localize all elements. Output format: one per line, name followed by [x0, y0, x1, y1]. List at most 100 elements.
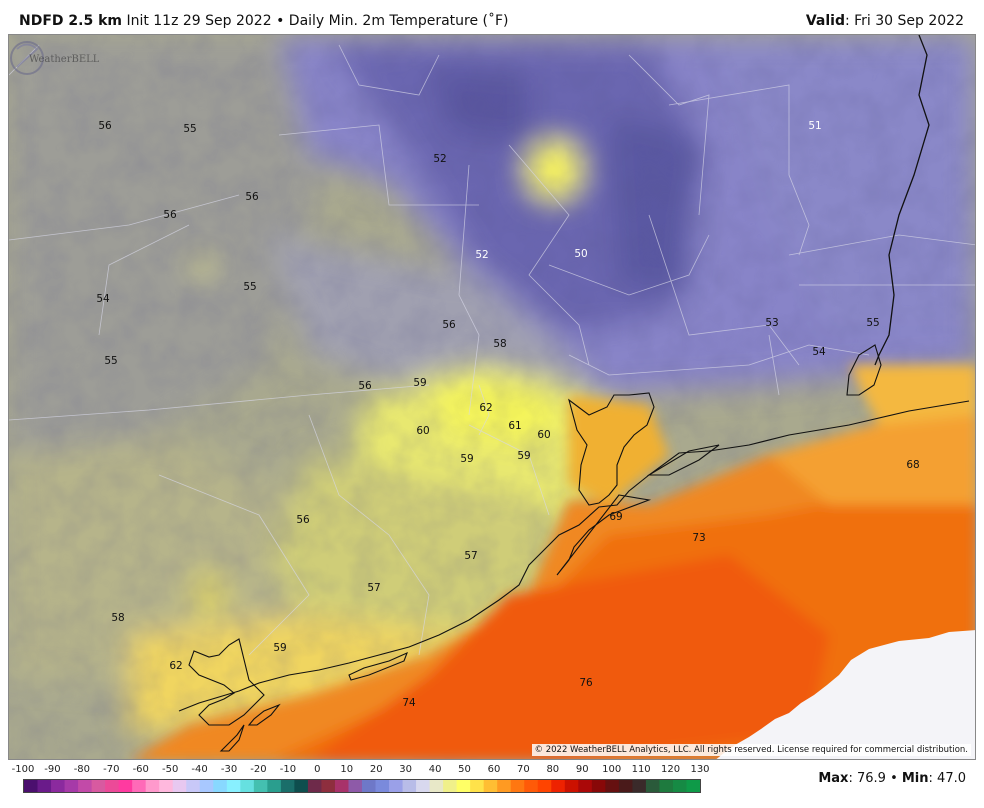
- temperature-label: 56: [442, 319, 456, 331]
- legend-tick-label: -30: [220, 764, 238, 775]
- legend-swatch: [672, 780, 688, 792]
- legend-swatch: [632, 780, 647, 792]
- legend-swatch: [105, 780, 120, 792]
- temperature-label: 57: [464, 550, 478, 562]
- legend-swatch: [132, 780, 147, 792]
- temperature-label: 50: [574, 248, 588, 260]
- temperature-label: 59: [517, 450, 531, 462]
- temperature-label: 51: [808, 120, 822, 132]
- legend-swatch: [145, 780, 160, 792]
- model-name: NDFD 2.5 km: [19, 13, 122, 29]
- legend-tick-label: -40: [191, 764, 208, 775]
- state-boundary: [874, 35, 930, 366]
- legend-tick-label: 40: [428, 764, 442, 775]
- temperature-label: 74: [402, 697, 416, 709]
- legend-swatch: [78, 780, 93, 792]
- legend-tick-label: 100: [602, 764, 622, 775]
- temperature-map[interactable]: 56 55 52 51 56 56 52 50 54 55 56 58 53 55 54 55 56 59 62 61…: [8, 34, 976, 760]
- weatherbell-logo-icon: WeatherBELL: [10, 41, 99, 75]
- legend-swatch: [321, 780, 336, 792]
- legend-tick-label: 50: [458, 764, 471, 775]
- legend-tick-label: 130: [690, 764, 710, 775]
- legend-swatch: [443, 780, 458, 792]
- temperature-label: 57: [367, 582, 381, 594]
- legend-swatch: [24, 780, 39, 792]
- valid-value: : Fri 30 Sep 2022: [844, 13, 964, 29]
- legend-swatch: [686, 780, 700, 792]
- temperature-label: 56: [163, 209, 177, 221]
- temperature-label: 59: [413, 377, 427, 389]
- temperature-label: 59: [273, 642, 287, 654]
- legend-tick-label: 70: [517, 764, 530, 775]
- no-data-area: [716, 630, 975, 759]
- legend-swatch: [118, 780, 133, 792]
- legend-swatch: [226, 780, 241, 792]
- map-title: NDFD 2.5 km Init 11z 29 Sep 2022 • Daily…: [19, 13, 509, 29]
- legend-swatch: [362, 780, 377, 792]
- legend-tick-label: -70: [103, 764, 120, 775]
- max-label: Max: [818, 771, 849, 786]
- copyright-notice: © 2022 WeatherBELL Analytics, LLC. All r…: [531, 744, 971, 756]
- temperature-label: 76: [579, 677, 593, 689]
- temperature-label: 52: [475, 249, 489, 261]
- temperature-label: 55: [243, 281, 257, 293]
- legend-tick-label: 60: [487, 764, 501, 775]
- map-canvas: [9, 35, 975, 759]
- legend-tick-label: 10: [340, 764, 354, 775]
- color-scale-bar: [23, 779, 701, 793]
- temperature-label: 69: [609, 511, 623, 523]
- legend-tick-label: 120: [661, 764, 681, 775]
- legend-swatch: [172, 780, 187, 792]
- legend-swatch: [37, 780, 52, 792]
- legend-swatch: [199, 780, 214, 792]
- legend-swatch: [578, 780, 593, 792]
- temperature-label: 55: [183, 123, 197, 135]
- legend-swatch: [267, 780, 282, 792]
- init-time: Init 11z 29 Sep 2022: [126, 13, 272, 29]
- legend-swatch: [253, 780, 268, 792]
- temperature-label: 62: [169, 660, 183, 672]
- min-value: : 47.0: [928, 771, 966, 786]
- legend-swatch: [618, 780, 633, 792]
- legend-swatch: [294, 780, 309, 792]
- temperature-label: 62: [479, 402, 493, 414]
- legend-swatch: [551, 780, 566, 792]
- legend-tick-label: 0: [314, 764, 321, 775]
- legend-swatch: [280, 780, 295, 792]
- temperature-label: 52: [433, 153, 447, 165]
- legend-swatch: [159, 780, 174, 792]
- min-label: Min: [901, 771, 929, 786]
- legend-tick-label: -100: [11, 764, 35, 775]
- legend-swatch: [186, 780, 201, 792]
- legend-swatch: [429, 780, 444, 792]
- legend-swatch: [240, 780, 255, 792]
- legend-tick-label: 110: [631, 764, 651, 775]
- legend-swatch: [91, 780, 106, 792]
- legend-swatch: [605, 780, 620, 792]
- temperature-label: 60: [537, 429, 551, 441]
- legend-swatch: [456, 780, 471, 792]
- temperature-label: 55: [104, 355, 118, 367]
- legend-swatch: [483, 780, 498, 792]
- legend-swatch: [537, 780, 552, 792]
- legend-swatch: [591, 780, 606, 792]
- temperature-label: 68: [906, 459, 920, 471]
- legend-swatch: [470, 780, 485, 792]
- legend-tick-label: -60: [132, 764, 149, 775]
- temperature-label: 59: [460, 453, 474, 465]
- legend-swatch: [389, 780, 404, 792]
- title-bullet: •: [276, 13, 285, 29]
- temperature-label: 56: [98, 120, 112, 132]
- temperature-label: 58: [111, 612, 125, 624]
- legend-tick-label: -10: [279, 764, 297, 775]
- legend-swatch: [510, 780, 525, 792]
- legend-swatch: [334, 780, 350, 792]
- legend-swatch: [307, 780, 323, 792]
- temperature-label: 58: [493, 338, 507, 350]
- legend-swatch: [402, 780, 417, 792]
- temperature-label: 54: [96, 293, 110, 305]
- map-header: NDFD 2.5 km Init 11z 29 Sep 2022 • Daily…: [0, 0, 984, 34]
- color-scale-swatches: [24, 780, 700, 792]
- max-min-readout: Max: 76.9 • Min: 47.0: [818, 771, 966, 786]
- legend-swatch: [64, 780, 79, 792]
